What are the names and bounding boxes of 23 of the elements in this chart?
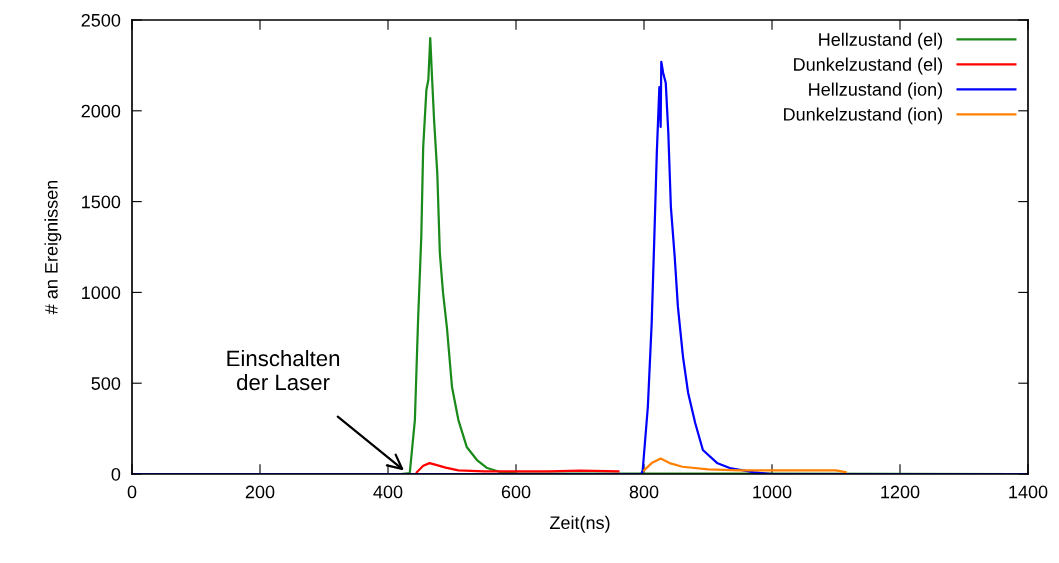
legend-label: Dunkelzustand (ion) <box>784 107 943 125</box>
line-series <box>642 457 847 474</box>
legend-label: Hellzustand (el) <box>819 32 943 50</box>
x-tick-label: 600 <box>501 485 531 499</box>
legend-label: Dunkelzustand (el) <box>794 57 943 75</box>
y-tick-label: 2500 <box>81 13 121 27</box>
legend-label: Hellzustand (ion) <box>809 82 943 100</box>
x-tick-label: 1200 <box>881 485 920 499</box>
y-tick-label: 1000 <box>82 286 121 300</box>
x-axis-title: Zeit(ns) <box>549 515 610 533</box>
x-tick-label: 200 <box>245 485 275 499</box>
line-series <box>415 461 620 474</box>
x-tick-label: 1400 <box>1009 485 1048 499</box>
y-axis-title: # an Ereignissen <box>44 180 62 315</box>
y-tick-label: 1500 <box>82 195 121 209</box>
x-tick-label: 0 <box>127 485 137 499</box>
x-tick-label: 1000 <box>753 485 792 499</box>
x-tick-label: 800 <box>629 485 659 499</box>
y-tick-label: 0 <box>111 467 121 481</box>
y-tick-label: 2000 <box>81 104 121 118</box>
annotation: Einschalten der Laser <box>227 349 340 391</box>
y-tick-label: 500 <box>91 377 121 390</box>
x-tick-label: 400 <box>373 485 403 499</box>
